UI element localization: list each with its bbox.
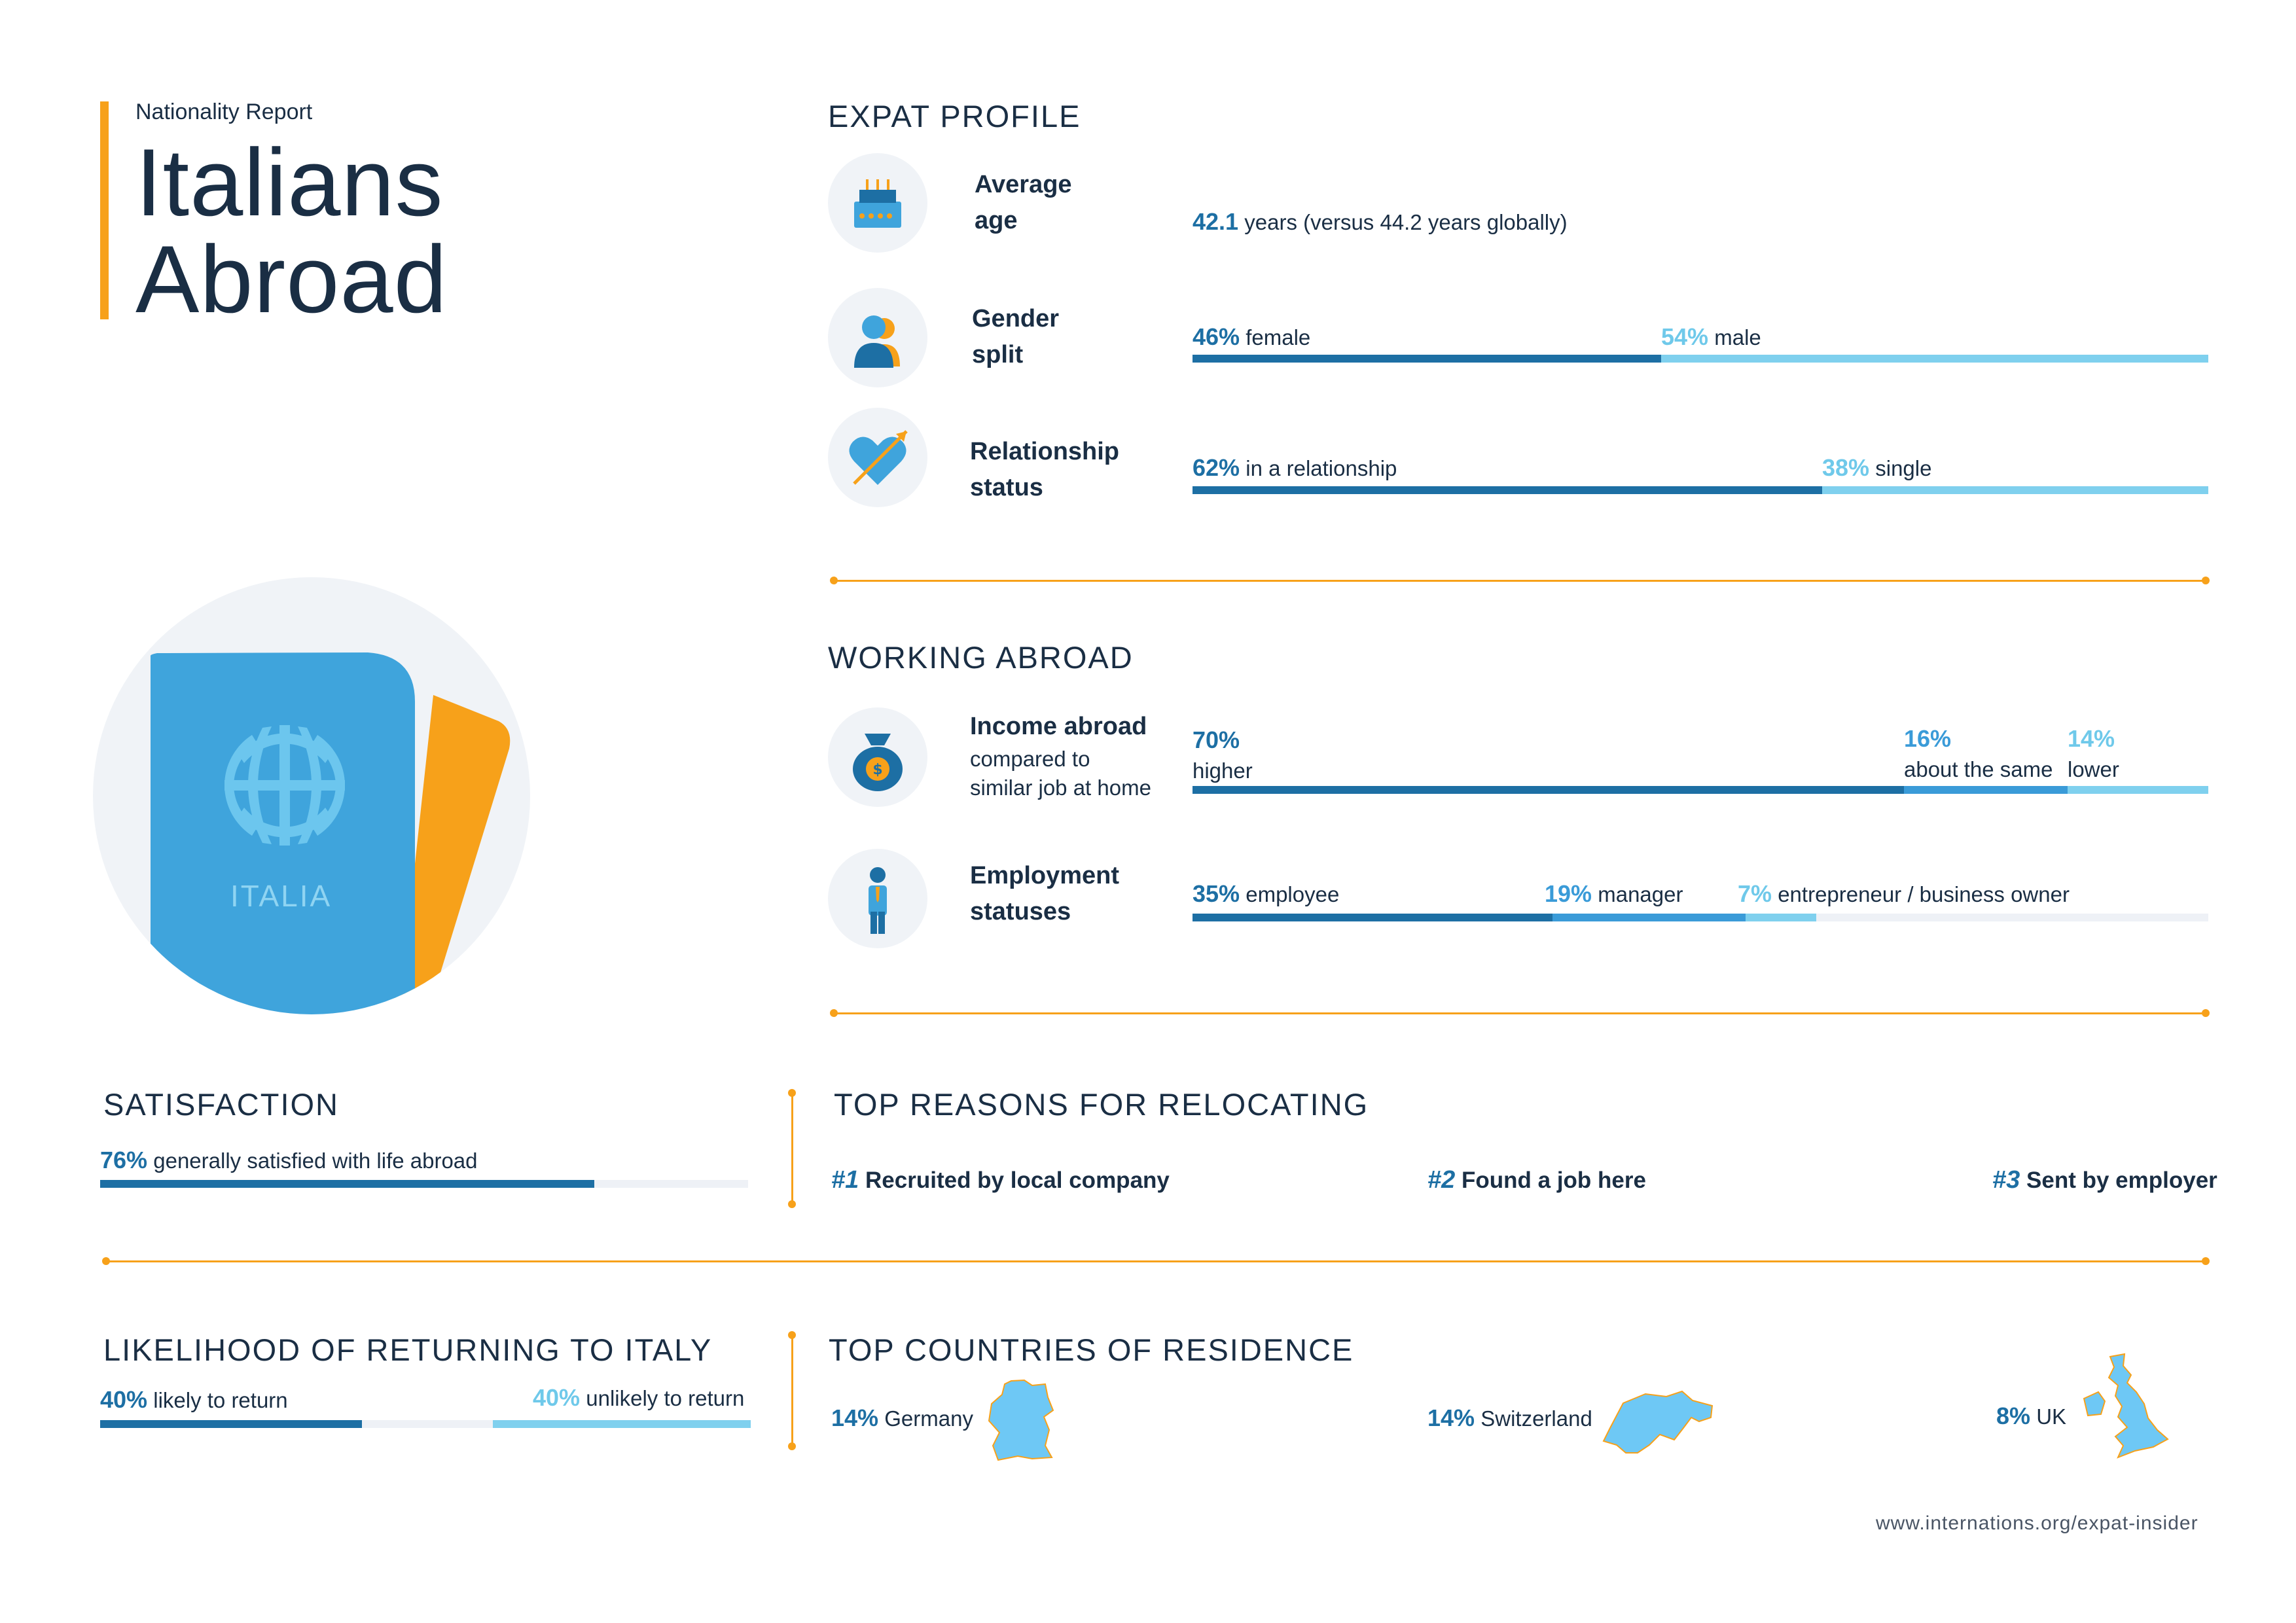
divider-line — [107, 1260, 2205, 1262]
income-lower-value: 14% lower — [2068, 725, 2119, 781]
vertical-divider — [791, 1335, 793, 1446]
returning-bar — [100, 1420, 751, 1428]
female-segment — [1193, 355, 1661, 363]
switzerland-map-icon — [1601, 1389, 1715, 1460]
average-age-label: Average age — [975, 171, 1072, 234]
top-countries-title: TOP COUNTRIES OF RESIDENCE — [829, 1332, 1354, 1367]
reason-1: #1 Recruited by local company — [831, 1166, 1170, 1194]
vertical-divider — [791, 1093, 793, 1204]
reason-2: #2 Found a job here — [1427, 1166, 1646, 1194]
relationship-value: 62% in a relationship — [1193, 454, 1397, 481]
income-lower-segment — [2068, 786, 2208, 794]
divider-line — [834, 1012, 2205, 1014]
male-value: 54% male — [1661, 323, 1761, 350]
gender-icon — [828, 288, 927, 387]
divider-dot — [788, 1442, 796, 1450]
country-uk: 8% UK — [1996, 1402, 2067, 1429]
passport-icon — [93, 577, 530, 1014]
satisfaction-bar — [100, 1180, 748, 1188]
relationship-segment — [1193, 486, 1822, 494]
divider-dot — [788, 1200, 796, 1208]
employment-label: Employment statuses — [970, 862, 1120, 925]
single-segment — [1822, 486, 2208, 494]
divider-dot — [788, 1331, 796, 1339]
svg-text:$: $ — [872, 762, 882, 778]
footer-url[interactable]: www.internations.org/expat-insider — [1876, 1512, 2198, 1534]
returning-title: LIKELIHOOD OF RETURNING TO ITALY — [103, 1332, 713, 1367]
relationship-label: Relationship status — [970, 438, 1120, 501]
likely-segment — [100, 1420, 362, 1428]
divider-dot — [2202, 1009, 2210, 1017]
employee-segment — [1193, 914, 1552, 921]
unlikely-return-value: 40% unlikely to return — [533, 1384, 745, 1411]
money-bag-icon: $ — [828, 707, 927, 807]
single-value: 38% single — [1822, 454, 1932, 481]
divider-dot — [2202, 1257, 2210, 1265]
uk-map-icon — [2081, 1351, 2173, 1466]
country-germany: 14% Germany — [831, 1404, 973, 1431]
income-same-value: 16% about the same — [1904, 725, 2053, 781]
unlikely-segment — [493, 1420, 751, 1428]
satisfaction-segment — [100, 1180, 594, 1188]
divider-dot — [830, 1009, 838, 1017]
country-switzerland: 14% Switzerland — [1427, 1404, 1592, 1431]
title-line-1: Italians — [135, 129, 444, 236]
employee-value: 35% employee — [1193, 880, 1340, 907]
satisfaction-title: SATISFACTION — [103, 1087, 339, 1122]
top-reasons-title: TOP REASONS FOR RELOCATING — [834, 1087, 1369, 1122]
passport-label: ITALIA — [230, 879, 332, 913]
satisfaction-value: 76% generally satisfied with life abroad — [100, 1147, 478, 1173]
employee-icon — [828, 849, 927, 948]
expat-profile-title: EXPAT PROFILE — [828, 99, 1081, 134]
employment-bar — [1193, 914, 2208, 921]
average-age-value: 42.1 years (versus 44.2 years globally) — [1193, 208, 1568, 235]
gender-split-label: Gender split — [972, 305, 1060, 368]
reason-3: #3 Sent by employer — [1992, 1166, 2217, 1194]
title-line-2: Abroad — [135, 226, 448, 332]
heart-arrow-icon — [828, 408, 927, 507]
page-title: Italians Abroad — [135, 134, 448, 328]
working-abroad-title: WORKING ABROAD — [828, 640, 1134, 675]
accent-bar — [100, 101, 109, 319]
income-higher-segment — [1193, 786, 1904, 794]
germany-map-icon — [985, 1378, 1057, 1466]
entrepreneur-segment — [1746, 914, 1816, 921]
male-segment — [1661, 355, 2208, 363]
divider-dot — [788, 1089, 796, 1097]
income-higher-value: 70% higher — [1193, 726, 1253, 783]
manager-segment — [1552, 914, 1746, 921]
income-same-segment — [1904, 786, 2068, 794]
relationship-bar — [1193, 486, 2208, 494]
passport-illustration: ITALIA — [93, 577, 530, 1014]
likely-return-value: 40% likely to return — [100, 1386, 288, 1413]
divider-dot — [830, 577, 838, 584]
income-label: Income abroad compared to similar job at… — [970, 713, 1151, 800]
divider-dot — [102, 1257, 110, 1265]
cake-icon — [828, 153, 927, 253]
divider-dot — [2202, 577, 2210, 584]
income-bar — [1193, 786, 2208, 794]
entrepreneur-value: 7% entrepreneur / business owner — [1738, 880, 2070, 907]
female-value: 46% female — [1193, 323, 1311, 350]
divider-line — [834, 580, 2205, 582]
report-subtitle: Nationality Report — [135, 99, 313, 124]
manager-value: 19% manager — [1545, 880, 1683, 907]
gender-bar — [1193, 355, 2208, 363]
